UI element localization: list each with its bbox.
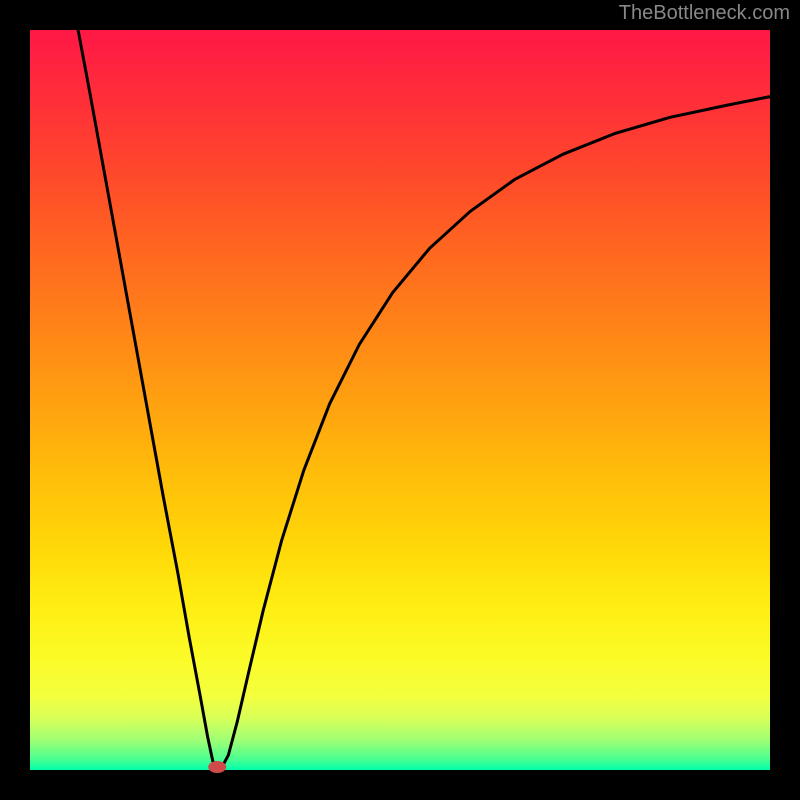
chart-gradient-background: [30, 30, 770, 770]
chart-svg: [0, 0, 800, 800]
watermark-text: TheBottleneck.com: [619, 2, 790, 25]
curve-minimum-marker: [208, 761, 226, 773]
chart-container: TheBottleneck.com: [0, 0, 800, 800]
